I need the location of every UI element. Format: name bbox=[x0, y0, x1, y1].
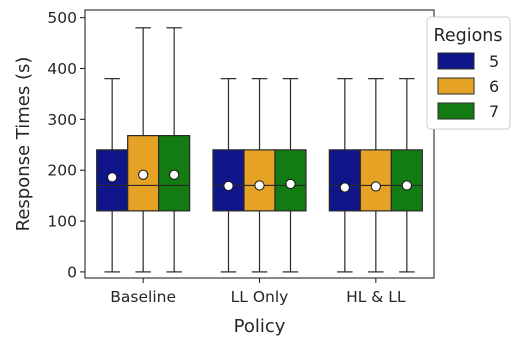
x-axis-label: Policy bbox=[234, 316, 286, 337]
y-tick-label: 400 bbox=[47, 60, 77, 78]
box bbox=[212, 149, 245, 212]
mean-marker bbox=[223, 180, 234, 192]
legend: Regions 5 6 7 bbox=[426, 16, 511, 130]
x-tick-label: LL Only bbox=[231, 288, 289, 306]
y-axis: 0 100 200 300 400 500 bbox=[47, 9, 85, 281]
legend-title: Regions bbox=[433, 26, 502, 46]
mean-marker bbox=[370, 181, 381, 192]
mean-marker bbox=[138, 169, 149, 180]
mean-marker bbox=[254, 180, 265, 191]
legend-items: 5 6 7 bbox=[437, 52, 499, 121]
mean-marker bbox=[107, 172, 118, 183]
y-axis-label: Response Times (s) bbox=[13, 57, 34, 232]
legend-label: 6 bbox=[489, 77, 499, 96]
x-tick-label: Baseline bbox=[110, 288, 176, 306]
box bbox=[328, 149, 361, 212]
y-tick-label: 500 bbox=[47, 9, 77, 27]
x-tick-label: HL & LL bbox=[346, 288, 406, 306]
mean-marker bbox=[169, 169, 180, 180]
legend-swatch bbox=[437, 52, 475, 70]
box bbox=[359, 149, 392, 212]
legend-frame bbox=[426, 16, 511, 130]
legend-label: 5 bbox=[489, 52, 499, 71]
legend-swatch bbox=[437, 102, 475, 120]
y-tick-label: 0 bbox=[67, 263, 77, 281]
legend-swatch bbox=[437, 77, 475, 95]
y-tick-label: 100 bbox=[47, 213, 77, 231]
y-tick-label: 300 bbox=[47, 111, 77, 129]
legend-label: 7 bbox=[489, 102, 499, 121]
mean-marker bbox=[285, 178, 296, 190]
box-series bbox=[96, 27, 423, 273]
mean-marker bbox=[339, 182, 350, 193]
mean-marker bbox=[401, 180, 412, 191]
y-tick-label: 200 bbox=[47, 162, 77, 180]
x-axis: Baseline LL Only HL & LL bbox=[110, 278, 406, 306]
